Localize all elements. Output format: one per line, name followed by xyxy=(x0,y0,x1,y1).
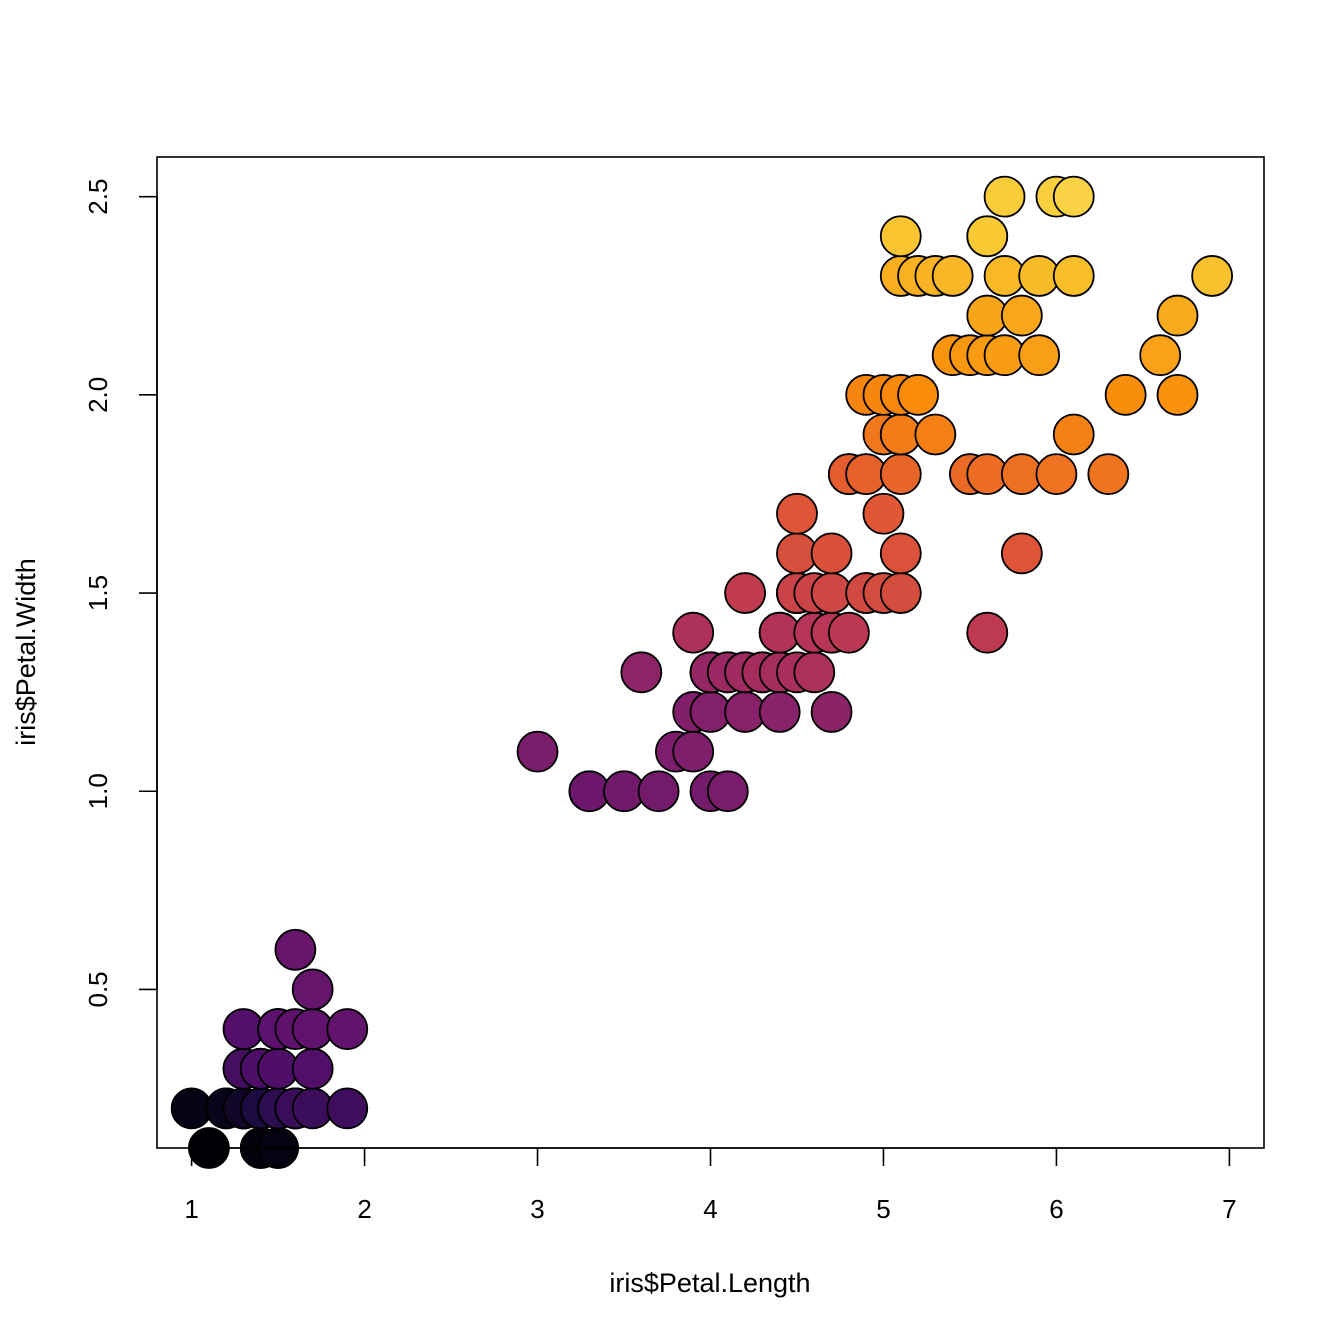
y-tick-label: 1.5 xyxy=(83,575,113,611)
y-tick-label: 1.0 xyxy=(83,773,113,809)
data-point xyxy=(966,215,1009,258)
x-tick-label: 5 xyxy=(876,1194,890,1224)
data-point xyxy=(879,532,922,575)
data-point xyxy=(1000,294,1043,337)
points-layer xyxy=(170,175,1234,1169)
x-tick-label: 1 xyxy=(184,1194,198,1224)
y-axis-title: iris$Petal.Width xyxy=(11,558,41,746)
data-point xyxy=(1104,373,1147,416)
data-point xyxy=(827,611,870,654)
data-point xyxy=(879,572,922,614)
x-axis-title: iris$Petal.Length xyxy=(609,1268,810,1298)
x-tick-label: 4 xyxy=(703,1194,717,1224)
data-point xyxy=(1191,255,1234,297)
data-point xyxy=(291,968,334,1011)
data-point xyxy=(966,611,1009,654)
data-point xyxy=(291,1047,334,1090)
data-point xyxy=(776,492,818,535)
x-tick-label: 6 xyxy=(1049,1194,1063,1224)
data-point xyxy=(1139,334,1182,377)
data-point xyxy=(810,532,853,575)
x-tick-label: 3 xyxy=(530,1194,544,1224)
data-point xyxy=(1052,413,1095,456)
data-point xyxy=(914,413,957,456)
data-point xyxy=(1000,532,1043,575)
data-point xyxy=(274,928,317,971)
y-tick-label: 0.5 xyxy=(83,971,113,1007)
data-point xyxy=(879,453,922,496)
data-point xyxy=(862,492,905,535)
x-axis: 1 2 3 4 5 6 7 xyxy=(184,1147,1237,1224)
data-point xyxy=(706,770,749,813)
y-tick-label: 2.0 xyxy=(83,377,113,413)
x-tick-label: 7 xyxy=(1222,1194,1236,1224)
data-point xyxy=(1052,255,1095,297)
data-point xyxy=(326,1087,369,1130)
y-axis: 0.5 1.0 1.5 2.0 2.5 xyxy=(83,179,158,1008)
data-point xyxy=(983,175,1026,218)
data-point xyxy=(1156,373,1199,416)
data-point xyxy=(810,691,853,733)
data-point xyxy=(672,730,715,773)
data-point xyxy=(931,255,974,297)
data-point xyxy=(1035,453,1078,496)
data-point xyxy=(672,611,715,654)
data-point xyxy=(326,1008,369,1050)
data-point xyxy=(879,215,922,258)
data-point xyxy=(897,373,939,416)
data-point xyxy=(1052,175,1095,218)
data-point xyxy=(758,691,801,733)
data-point xyxy=(724,572,766,614)
data-point xyxy=(637,770,680,813)
data-point xyxy=(1087,453,1130,496)
data-point xyxy=(1018,334,1061,377)
data-point xyxy=(793,651,836,694)
data-point xyxy=(516,730,559,773)
x-tick-label: 2 xyxy=(357,1194,371,1224)
data-point xyxy=(1156,294,1199,337)
data-point xyxy=(620,651,663,694)
y-tick-label: 2.5 xyxy=(83,179,113,215)
